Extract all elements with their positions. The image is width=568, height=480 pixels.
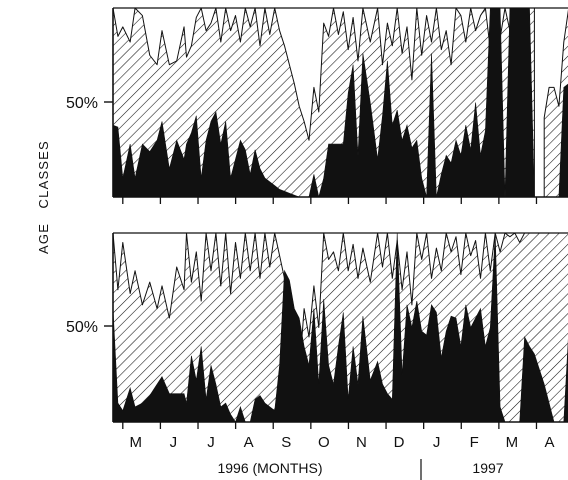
month-label: S <box>281 434 291 451</box>
panel-1-segment-1-filled-area <box>113 8 535 197</box>
month-label: F <box>470 434 479 451</box>
month-label: M <box>506 434 519 451</box>
top-panel-areas <box>113 8 568 197</box>
bottom-panel: 50% <box>66 232 568 429</box>
month-label: J <box>170 434 178 451</box>
month-label: M <box>130 434 143 451</box>
top-panel-50-label: 50% <box>66 95 98 112</box>
top-panel-month-ticks <box>122 197 538 204</box>
bottom-panel-month-ticks <box>122 422 538 429</box>
bottom-panel-areas <box>113 233 568 422</box>
month-label: N <box>356 434 367 451</box>
month-label: A <box>244 434 254 451</box>
panel-1-segment-2-filled-area <box>544 83 568 197</box>
month-label: D <box>394 434 405 451</box>
x-axis-label-1996: 1996 (MONTHS) <box>217 460 322 476</box>
bottom-panel-50-label: 50% <box>66 319 98 336</box>
y-axis-label: AGE CLASSES <box>36 140 51 254</box>
month-label: O <box>318 434 330 451</box>
top-panel: 50% <box>66 7 568 204</box>
x-axis-label-1997: 1997 <box>472 460 503 476</box>
month-label: J <box>207 434 215 451</box>
panel-2-segment-1-filled-area <box>113 233 568 422</box>
month-label: J <box>433 434 441 451</box>
month-label: A <box>544 434 554 451</box>
